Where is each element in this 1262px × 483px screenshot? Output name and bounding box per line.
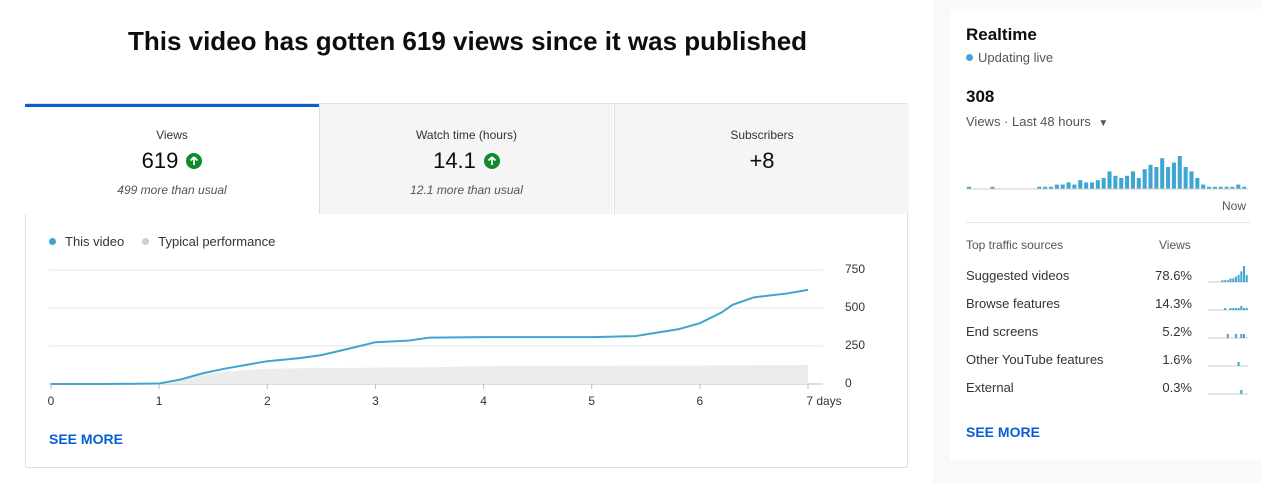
- realtime-count: 308: [966, 87, 995, 106]
- realtime-card: [950, 9, 1262, 460]
- source-name: Other YouTube features: [966, 352, 1104, 367]
- realtime-title: Realtime: [966, 25, 1037, 44]
- metric-text: Views · Last 48 hours: [966, 114, 1091, 129]
- tab[interactable]: Watch time (hours) 14.1 12.1 more than u…: [319, 104, 613, 214]
- panel: [25, 103, 908, 468]
- source-name: Browse features: [966, 296, 1060, 311]
- tab-value: +8: [749, 148, 775, 173]
- status: Updating live: [966, 50, 1053, 65]
- table-header: Views: [1159, 238, 1191, 252]
- source-name: Suggested videos: [966, 268, 1070, 283]
- tab-value: 14.1: [433, 148, 476, 173]
- tab-label: Subscribers: [730, 128, 794, 142]
- legend-item: This video: [49, 234, 124, 249]
- see-more-link[interactable]: SEE MORE: [49, 431, 123, 447]
- source-name: End screens: [966, 324, 1039, 339]
- page-title: This video has gotten 619 views since it…: [127, 26, 808, 56]
- tab-label: Watch time (hours): [416, 128, 517, 142]
- legend-dot: [49, 238, 56, 245]
- source-name: External: [966, 380, 1014, 395]
- tab-label: Views: [156, 128, 188, 142]
- tab-value: 619: [141, 148, 179, 173]
- tab[interactable]: Views 619 499 more than usual: [25, 104, 319, 214]
- source-share: 14.3%: [1155, 296, 1192, 311]
- x-label: Now: [1222, 199, 1247, 213]
- tab[interactable]: Subscribers +8: [614, 104, 909, 214]
- source-share: 5.2%: [1162, 324, 1192, 339]
- legend: This video Typical performance: [49, 234, 275, 249]
- legend-dot: [142, 238, 150, 245]
- source-share: 0.3%: [1162, 380, 1192, 395]
- source-share: 1.6%: [1162, 352, 1192, 367]
- up-icon: [483, 153, 500, 169]
- legend-label: Typical performance: [158, 234, 276, 249]
- metric-select[interactable]: Views · Last 48 hours ▼: [966, 114, 1109, 129]
- up-icon: [186, 153, 203, 169]
- legend-label: This video: [65, 234, 125, 249]
- source-share: 78.6%: [1155, 268, 1192, 283]
- status-text: Updating live: [978, 50, 1054, 65]
- tab-note: 499 more than usual: [117, 183, 227, 197]
- tab-note: 12.1 more than usual: [410, 183, 523, 197]
- table-header: Top traffic sources: [966, 238, 1064, 252]
- see-more-link[interactable]: SEE MORE: [966, 424, 1040, 440]
- legend-item: Typical performance: [142, 234, 275, 249]
- divider: [966, 222, 1250, 223]
